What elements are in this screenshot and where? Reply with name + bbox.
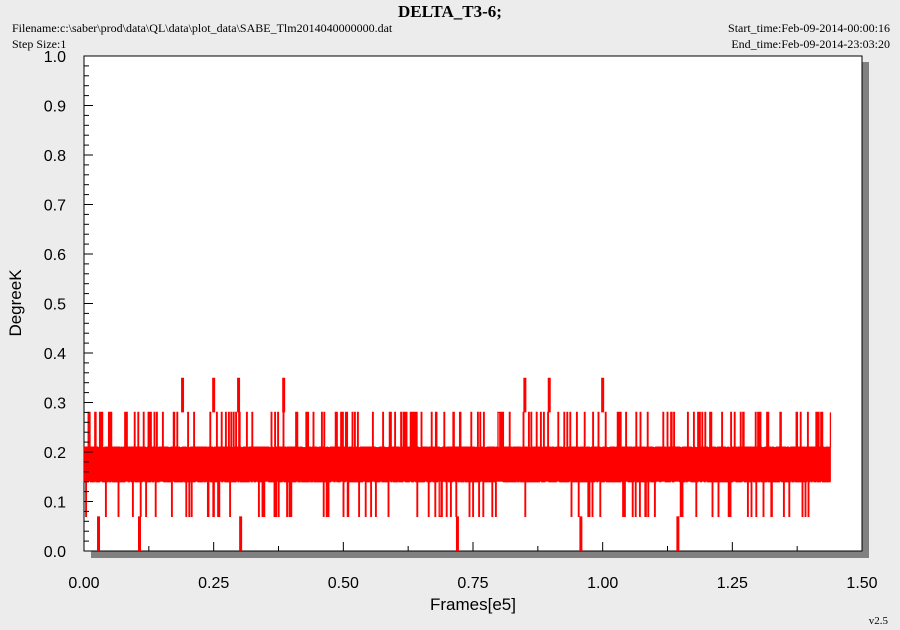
axes: 0.0 0.1 0.2 0.3 0.4 0.5 0.6 0.7 0.8 0.9 1.0 0.00 0.2… bbox=[44, 49, 878, 592]
x-tick-label: 0.25 bbox=[198, 575, 229, 592]
step-size-label: Step Size:1 bbox=[12, 37, 67, 51]
x-tick-label: 0.00 bbox=[68, 575, 99, 592]
y-tick-label: 1.0 bbox=[44, 49, 66, 66]
start-time-label: Start_time:Feb-09-2014-00:00:16 bbox=[728, 21, 890, 35]
y-tick-label: 0.9 bbox=[44, 99, 66, 116]
y-tick-label: 0.4 bbox=[44, 346, 66, 363]
y-tick-label: 0.3 bbox=[44, 396, 66, 413]
y-tick-label: 0.5 bbox=[44, 297, 66, 314]
series-line bbox=[83, 377, 832, 551]
y-tick-label: 0.8 bbox=[44, 148, 66, 165]
x-tick-label: 1.25 bbox=[717, 575, 748, 592]
y-tick-label: 0.6 bbox=[44, 247, 66, 264]
filename-label: Filename:c:\saber\prod\data\QL\data\plot… bbox=[12, 21, 393, 35]
end-time-label: End_time:Feb-09-2014-23:03:20 bbox=[731, 37, 890, 51]
y-tick-label: 0.1 bbox=[44, 495, 66, 512]
chart-title: DELTA_T3-6; bbox=[398, 2, 502, 21]
y-tick-label: 0.0 bbox=[44, 544, 66, 561]
x-tick-label: 1.50 bbox=[846, 575, 877, 592]
version-label: v2.5 bbox=[868, 615, 888, 627]
x-tick-label: 0.50 bbox=[328, 575, 359, 592]
x-axis-label: Frames[e5] bbox=[430, 595, 516, 614]
y-axis-label: DegreeK bbox=[6, 269, 25, 337]
x-tick-label: 1.00 bbox=[587, 575, 618, 592]
x-tick-label: 0.75 bbox=[457, 575, 488, 592]
series-dense-band bbox=[84, 447, 831, 482]
y-tick-label: 0.7 bbox=[44, 198, 66, 215]
y-tick-label: 0.2 bbox=[44, 445, 66, 462]
